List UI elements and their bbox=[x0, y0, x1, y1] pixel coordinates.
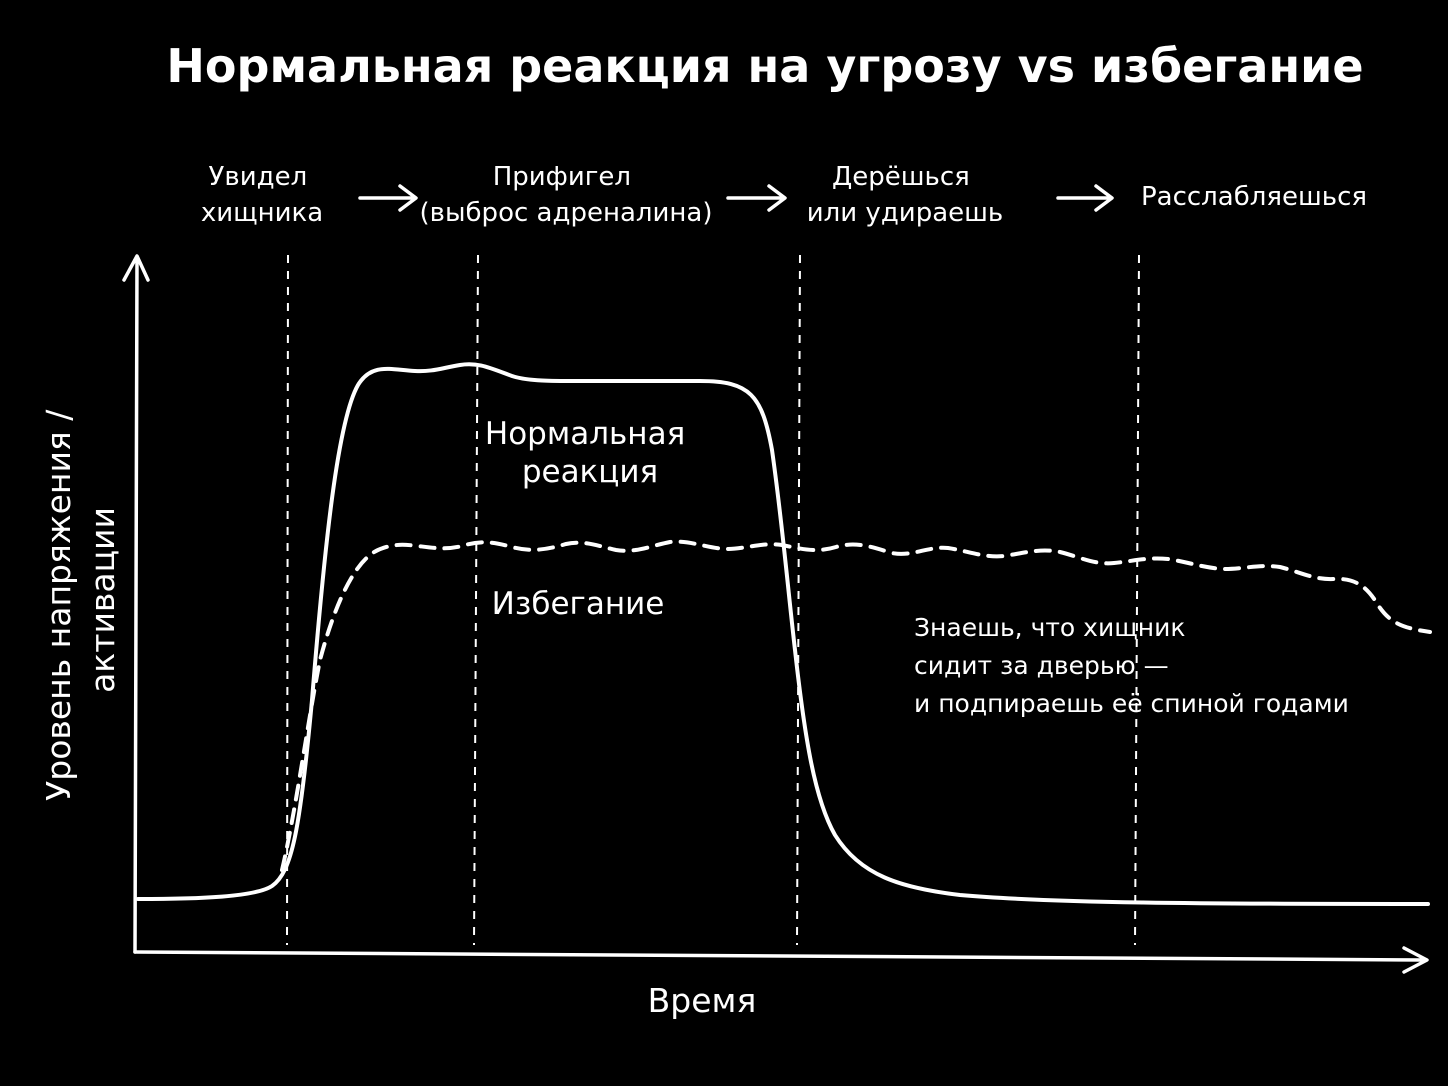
arrow-right-icon bbox=[726, 184, 787, 212]
arrow-right-icon bbox=[1056, 184, 1114, 212]
phase-labels: Увидел хищника Прифигел (выброс адренали… bbox=[201, 162, 1367, 228]
normal-reaction-label: Нормальная реакция bbox=[485, 416, 695, 490]
phase-4-label: Расслабляешься bbox=[1141, 182, 1367, 212]
phase-3-label: Дерёшься или удираешь bbox=[807, 162, 1004, 228]
avoidance-label: Избегание bbox=[492, 586, 665, 622]
y-axis-label: Уровень напряжения / активации bbox=[39, 399, 122, 801]
phase-2-label: Прифигел (выброс адреналина) bbox=[420, 162, 713, 228]
phase-dividers bbox=[286, 254, 1140, 946]
divider-3 bbox=[796, 254, 801, 946]
phase-1-label: Увидел хищника bbox=[201, 162, 323, 228]
avoidance-curve bbox=[280, 539, 1432, 872]
y-axis bbox=[122, 254, 150, 954]
normal-reaction-curve bbox=[136, 362, 1430, 906]
arrow-right-icon bbox=[358, 184, 418, 212]
diagram-title: Нормальная реакция на угрозу vs избегани… bbox=[166, 39, 1363, 93]
x-axis-label: Время bbox=[648, 981, 757, 1020]
x-axis bbox=[133, 946, 1429, 974]
divider-2 bbox=[473, 254, 479, 946]
avoidance-note: Знаешь, что хищник сидит за дверью — и п… bbox=[914, 613, 1349, 718]
divider-1 bbox=[286, 254, 289, 946]
phase-arrows bbox=[358, 184, 1114, 212]
divider-4 bbox=[1134, 254, 1140, 946]
